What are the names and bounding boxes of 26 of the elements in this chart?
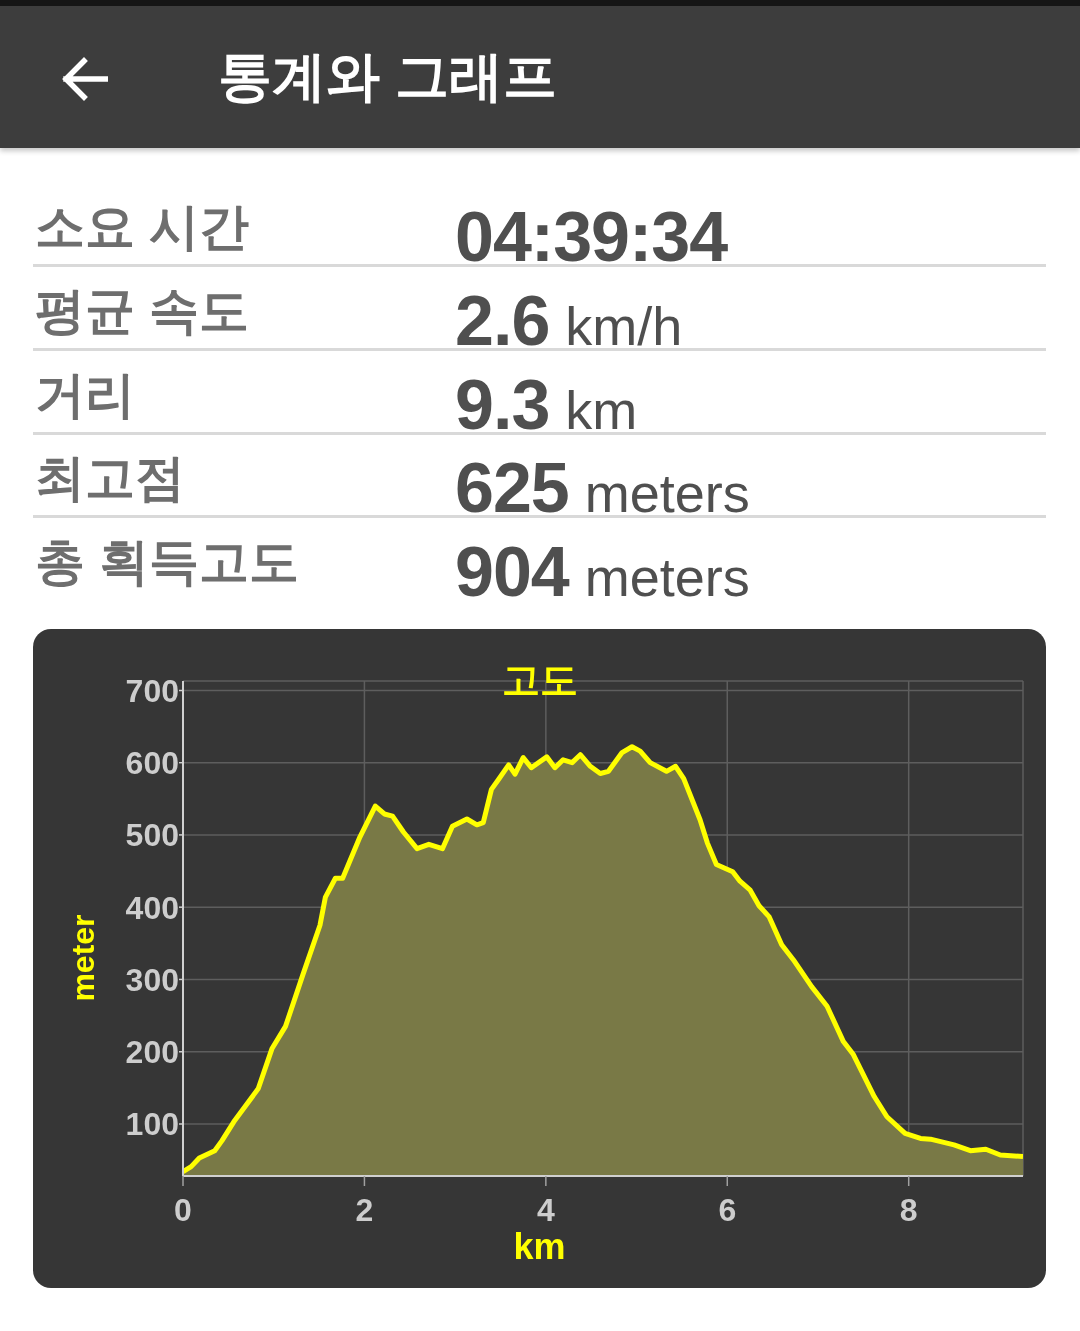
text: 625 meters [455, 449, 750, 528]
text: 9.3 km [455, 365, 638, 444]
y-tick-label: 300 [125, 961, 179, 998]
text: 거리 [35, 366, 135, 423]
text: 최고점 [35, 450, 185, 507]
x-tick-label: 2 [355, 1191, 374, 1228]
x-axis-title: km [513, 1226, 566, 1267]
y-axis-title: meter [65, 914, 101, 1002]
y-tick-label: 200 [125, 1034, 179, 1071]
y-tick-label: 700 [125, 672, 179, 709]
x-tick-label: 8 [899, 1191, 918, 1228]
y-tick-label: 400 [125, 889, 179, 926]
x-tick-label: 6 [718, 1191, 737, 1228]
text: 통계와 그래프 [218, 46, 558, 106]
text: 총 획득고도 [35, 534, 299, 591]
text: 2.6 km/h [455, 281, 683, 360]
text: 904 meters [455, 533, 750, 612]
text: 소요 시간 [35, 199, 249, 255]
y-tick-label: 600 [125, 745, 179, 782]
x-tick-label: 0 [174, 1191, 192, 1228]
chart-title: 고도 [501, 659, 578, 701]
text: 04:39:34 [455, 198, 728, 276]
x-tick-label: 4 [536, 1191, 555, 1228]
text: 평균 속도 [35, 282, 249, 339]
y-tick-label: 100 [125, 1106, 179, 1143]
y-tick-label: 500 [125, 817, 179, 854]
